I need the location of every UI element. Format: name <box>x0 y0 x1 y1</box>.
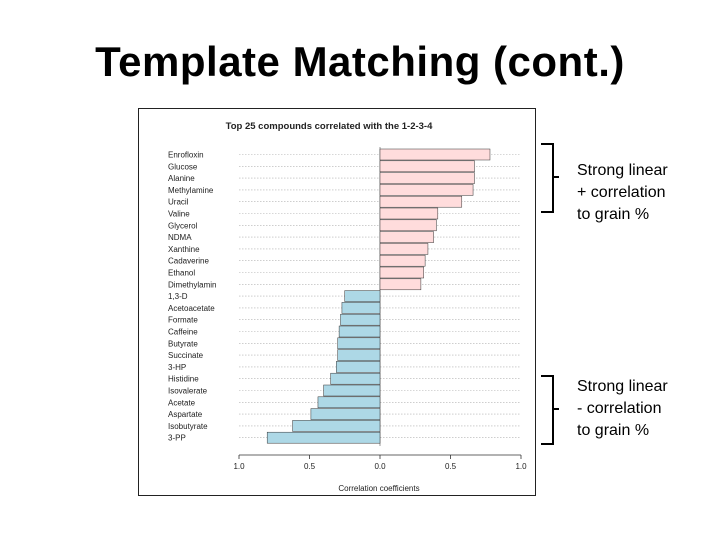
category-label: Alanine <box>168 174 195 183</box>
bar-valine <box>379 207 439 220</box>
x-tick-label: 1.0 <box>515 462 527 471</box>
category-label: NDMA <box>168 233 192 242</box>
bar-ndma <box>379 231 434 243</box>
bar-3-pp <box>266 431 381 444</box>
category-label: Cadaverine <box>168 257 209 266</box>
bar-3-hp <box>336 361 381 373</box>
category-label: Xanthine <box>168 245 200 254</box>
x-tick-label: 1.0 <box>233 462 245 471</box>
bars <box>266 148 491 444</box>
bar-xanthine <box>379 243 429 255</box>
category-label: Acetate <box>168 398 196 407</box>
bar-ethanol <box>379 266 424 279</box>
category-label: Enrofloxin <box>168 151 204 160</box>
category-label: 1,3-D <box>168 292 188 301</box>
bar-acetate <box>317 396 381 409</box>
bar-acetoacetate <box>341 302 381 314</box>
correlation-bar-chart: Top 25 compounds correlated with the 1-2… <box>168 121 527 493</box>
category-label: Uracil <box>168 198 189 207</box>
category-label: Acetoacetate <box>168 304 215 313</box>
negative-note-line-3: to grain % <box>577 422 650 439</box>
negative-note-line-2: - correlation <box>577 400 662 417</box>
category-label: Histidine <box>168 375 199 384</box>
bar-glucose <box>379 160 475 173</box>
lower-bracket <box>541 375 559 445</box>
y-tick-labels: Enrofloxin Glucose Alanine Methylamine Uraci… <box>168 151 216 443</box>
x-tick-label: 0.0 <box>374 462 386 471</box>
chart-title: Top 25 compounds correlated with the 1-2… <box>226 121 433 132</box>
bar-succinate <box>337 349 381 361</box>
positive-note-line-1: Strong linear <box>577 162 668 179</box>
x-tick-label: 0.5 <box>445 462 457 471</box>
bar-1-3-d <box>344 290 381 302</box>
category-label: Succinate <box>168 351 204 360</box>
positive-note-line-3: to grain % <box>577 206 650 223</box>
bar-caffeine <box>338 325 381 338</box>
bar-isobutyrate <box>292 420 381 432</box>
x-axis-label: Correlation coefficients <box>338 484 419 493</box>
negative-correlation-note: Strong linear - correlation to grain % <box>577 376 668 442</box>
bar-alanine <box>379 172 475 184</box>
category-label: Aspartate <box>168 410 203 419</box>
positive-correlation-note: Strong linear + correlation to grain % <box>577 160 668 226</box>
category-label: 3-HP <box>168 363 186 372</box>
bar-histidine <box>330 372 381 385</box>
negative-note-line-1: Strong linear <box>577 378 668 395</box>
bar-cadaverine <box>379 254 426 267</box>
category-label: Valine <box>168 210 190 219</box>
positive-note-line-2: + correlation <box>577 184 666 201</box>
bar-enrofloxin <box>379 148 491 161</box>
bar-butyrate <box>337 337 381 350</box>
category-label: Butyrate <box>168 339 198 348</box>
slide-title: Template Matching (cont.) <box>95 38 625 85</box>
category-label: Dimethylamin <box>168 280 216 289</box>
bar-formate <box>340 313 381 326</box>
category-label: Ethanol <box>168 269 195 278</box>
category-label: Glycerol <box>168 221 198 230</box>
bar-methylamine <box>379 184 474 196</box>
category-label: Isovalerate <box>168 387 208 396</box>
category-label: Methylamine <box>168 186 214 195</box>
bar-isovalerate <box>323 384 381 397</box>
chart-frame: Top 25 compounds correlated with the 1-2… <box>138 108 536 496</box>
upper-bracket <box>541 143 559 213</box>
x-axis: 1.0 0.5 0.0 0.5 1.0 <box>233 454 527 471</box>
category-label: Formate <box>168 316 198 325</box>
category-label: Isobutyrate <box>168 422 208 431</box>
bar-dimethylamin <box>379 278 422 291</box>
bar-aspartate <box>310 408 381 420</box>
bar-glycerol <box>379 219 437 232</box>
bar-uracil <box>379 195 463 208</box>
x-tick-label: 0.5 <box>304 462 316 471</box>
category-label: Glucose <box>168 162 198 171</box>
category-label: 3-PP <box>168 434 186 443</box>
category-label: Caffeine <box>168 328 198 337</box>
